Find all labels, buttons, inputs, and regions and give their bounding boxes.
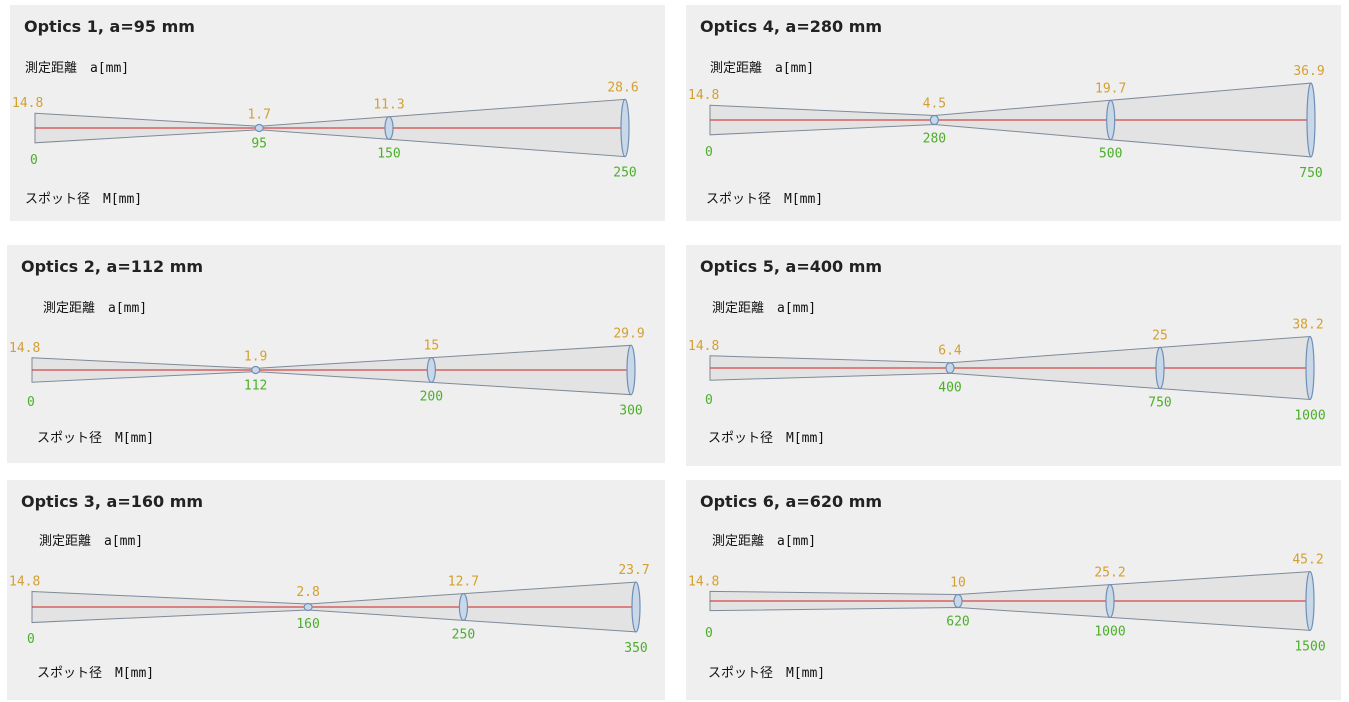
panel-title: Optics 5, a=400 mm: [700, 257, 883, 276]
distance-axis-label: 測定距離 a[mm]: [710, 61, 815, 76]
distance-axis-label: 測定距離 a[mm]: [43, 301, 148, 316]
spot-ellipse: [458, 593, 469, 621]
beam-diagram: 14.8 0 2.8 160 12.7 250 23.7 350: [9, 563, 650, 656]
distance-value-label: 0: [30, 153, 38, 168]
spot-ellipse: [1305, 335, 1315, 401]
distance-value-label: 250: [452, 627, 475, 642]
spot-diameter-label: スポット径 M[mm]: [708, 666, 826, 681]
distance-value-label: 300: [619, 404, 642, 419]
distance-value-label: 160: [296, 617, 319, 632]
spot-diameter-label: スポット径 M[mm]: [706, 192, 824, 207]
spot-value-label: 4.5: [923, 97, 946, 112]
optics-panel-2: Optics 2, a=112 mm 測定距離 a[mm] スポット径 M[mm…: [7, 245, 665, 463]
panel-title: Optics 4, a=280 mm: [700, 17, 883, 36]
spot-ellipse: [1106, 99, 1116, 141]
spot-ellipse: [251, 365, 261, 375]
distance-value-label: 750: [1299, 166, 1322, 181]
spot-value-label: 19.7: [1095, 81, 1126, 96]
distance-value-label: 200: [420, 389, 443, 404]
spot-diameter-label: スポット径 M[mm]: [37, 666, 155, 681]
spot-value-label: 14.8: [9, 574, 40, 589]
spot-ellipse: [620, 98, 630, 158]
spot-value-label: 14.8: [688, 574, 719, 589]
distance-value-label: 95: [251, 137, 267, 152]
panel-title: Optics 3, a=160 mm: [21, 492, 204, 511]
spot-value-label: 23.7: [618, 563, 649, 578]
distance-value-label: 750: [1148, 396, 1171, 411]
spot-value-label: 15: [424, 339, 440, 354]
spot-value-label: 10: [950, 576, 966, 591]
distance-value-label: 350: [624, 641, 647, 656]
distance-value-label: 500: [1099, 147, 1122, 162]
spot-diameter-label: スポット径 M[mm]: [708, 431, 826, 446]
beam-diagram: 14.8 0 6.4 400 25 750 38.2 1000: [688, 317, 1326, 424]
spot-value-label: 36.9: [1293, 64, 1324, 79]
spot-value-label: 29.9: [613, 326, 644, 341]
optics-panel-6: Optics 6, a=620 mm 測定距離 a[mm] スポット径 M[mm…: [686, 480, 1341, 700]
spot-value-label: 28.6: [607, 80, 638, 95]
spot-ellipse: [945, 362, 955, 374]
spot-value-label: 2.8: [296, 585, 319, 600]
distance-value-label: 0: [27, 632, 35, 647]
distance-value-label: 280: [923, 132, 946, 147]
spot-value-label: 14.8: [12, 96, 43, 111]
panel-title: Optics 1, a=95 mm: [24, 17, 195, 36]
distance-value-label: 250: [613, 166, 636, 181]
distance-axis-label: 測定距離 a[mm]: [712, 534, 817, 549]
spot-value-label: 1.9: [244, 349, 267, 364]
spot-ellipse: [1305, 571, 1315, 631]
spot-ellipse: [254, 123, 264, 133]
spot-ellipse: [384, 116, 394, 140]
beam-diagram: 14.8 0 4.5 280 19.7 500 36.9 750: [688, 64, 1325, 181]
spot-value-label: 12.7: [448, 575, 479, 590]
panel-title: Optics 6, a=620 mm: [700, 492, 883, 511]
optics-panel-1: Optics 1, a=95 mm 測定距離 a[mm] スポット径 M[mm]…: [10, 5, 665, 221]
spot-value-label: 11.3: [373, 98, 404, 113]
spot-ellipse: [426, 357, 436, 383]
panel-title: Optics 2, a=112 mm: [21, 257, 204, 276]
distance-axis-label: 測定距離 a[mm]: [25, 61, 130, 76]
optics-panel-4: Optics 4, a=280 mm 測定距離 a[mm] スポット径 M[mm…: [686, 5, 1341, 221]
spot-ellipse: [1155, 346, 1165, 390]
distance-value-label: 0: [705, 145, 713, 160]
spot-value-label: 25.2: [1094, 566, 1125, 581]
spot-ellipse: [1306, 82, 1316, 158]
distance-value-label: 150: [377, 146, 400, 161]
spot-ellipse: [626, 344, 636, 396]
optics-panel-5: Optics 5, a=400 mm 測定距離 a[mm] スポット径 M[mm…: [686, 245, 1341, 466]
spot-diameter-label: スポット径 M[mm]: [37, 431, 155, 446]
spot-value-label: 38.2: [1292, 317, 1323, 332]
spot-value-label: 1.7: [247, 107, 270, 122]
distance-value-label: 112: [244, 379, 267, 394]
spot-value-label: 14.8: [688, 88, 719, 103]
spot-value-label: 45.2: [1292, 553, 1323, 568]
spot-value-label: 14.8: [9, 341, 40, 356]
spot-ellipse: [1105, 584, 1115, 618]
beam-diagram: 14.8 0 1.7 95 11.3 150 28.6 250: [12, 80, 639, 181]
distance-value-label: 400: [938, 380, 961, 395]
distance-value-label: 0: [27, 395, 35, 410]
spot-ellipse: [631, 581, 641, 633]
spot-value-label: 25: [1152, 328, 1168, 343]
distance-value-label: 0: [705, 393, 713, 408]
distance-value-label: 1000: [1294, 409, 1325, 424]
distance-value-label: 1000: [1094, 624, 1125, 639]
distance-value-label: 0: [705, 626, 713, 641]
beam-diagram: 14.8 0 1.9 112 15 200 29.9 300: [9, 326, 645, 419]
distance-axis-label: 測定距離 a[mm]: [39, 534, 144, 549]
optics-panel-3: Optics 3, a=160 mm 測定距離 a[mm] スポット径 M[mm…: [7, 480, 665, 700]
distance-value-label: 1500: [1294, 639, 1325, 654]
spot-ellipse: [303, 602, 313, 612]
spot-ellipse: [929, 114, 939, 126]
spot-ellipse: [953, 593, 963, 609]
spot-value-label: 6.4: [938, 344, 962, 359]
distance-axis-label: 測定距離 a[mm]: [712, 301, 817, 316]
beam-diagram: 14.8 0 10 620 25.2 1000 45.2 1500: [688, 553, 1326, 655]
spot-diameter-label: スポット径 M[mm]: [25, 192, 143, 207]
distance-value-label: 620: [946, 615, 969, 630]
spot-value-label: 14.8: [688, 339, 719, 354]
